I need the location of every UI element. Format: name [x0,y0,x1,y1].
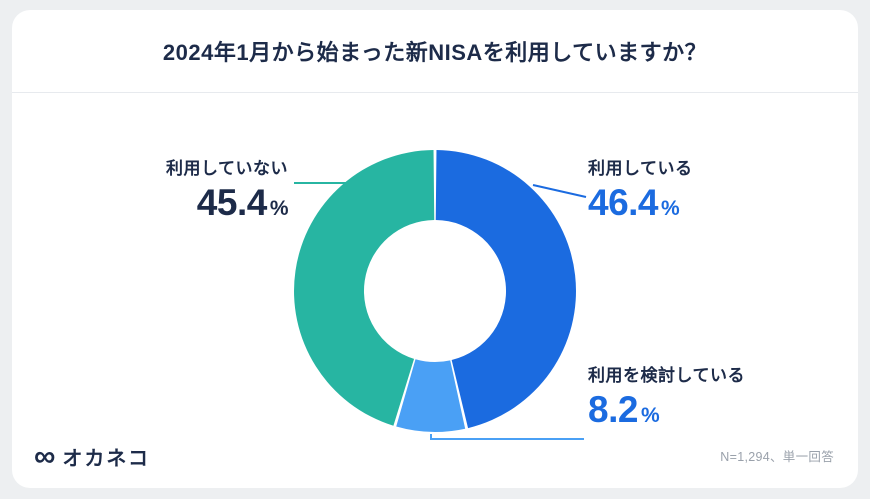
segment-value-unit-considering: % [640,404,660,427]
segment-label-not-using: 利用していない [166,159,288,178]
card-header: 2024年1月から始まった新NISAを利用していますか？ [12,10,858,93]
label-group-considering: 利用を検討している 8.2% [588,364,745,436]
donut-slice-not-using [294,150,435,426]
segment-value-number-using: 46.4 [588,182,659,223]
segment-label-considering: 利用を検討している [588,366,745,385]
segment-value-number-not-using: 45.4 [196,182,268,223]
infinity-logo-icon: ∞ [34,439,56,473]
label-group-using: 利用している 46.4% [588,157,693,229]
segment-value-not-using: 45.4% [166,182,289,229]
leader-line-using [532,184,587,198]
donut-slices [294,150,576,432]
segment-label-using: 利用している [588,159,693,178]
label-group-not-using: 利用していない 45.4% [166,157,289,229]
segment-value-considering: 8.2% [588,390,745,436]
donut-svg [294,150,587,440]
segment-value-using: 46.4% [588,183,693,229]
okaneko-logo: ∞ オカネコ [34,439,150,473]
chart-area: 利用していない 45.4% 利用している 46.4% 利用を検討している 8.2… [12,93,858,487]
chart-title: 2024年1月から始まった新NISAを利用していますか？ [162,40,708,65]
leader-line-considering [430,434,584,440]
segment-value-unit-using: % [661,197,680,220]
sample-note: N=1,294、単一回答 [720,450,834,464]
donut-slice-considering [396,359,466,432]
logo-text: オカネコ [62,448,150,470]
chart-card: 2024年1月から始まった新NISAを利用していますか？ 利用していない 45.… [12,10,858,488]
segment-value-unit-not-using: % [269,197,289,220]
donut-slice-using [435,150,576,429]
segment-value-number-considering: 8.2 [588,389,638,430]
